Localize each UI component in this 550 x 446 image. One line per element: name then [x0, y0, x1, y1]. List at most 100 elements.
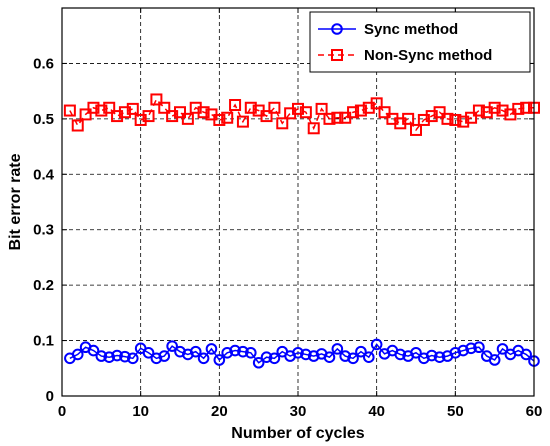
data-point-sync	[150, 352, 163, 365]
data-point-non-sync	[118, 106, 131, 119]
data-point-sync	[229, 344, 241, 357]
data-point-sync	[252, 356, 265, 369]
data-point-non-sync	[63, 104, 76, 117]
y-tick-label: 0.6	[33, 55, 54, 72]
data-point-sync	[237, 345, 249, 358]
data-point-non-sync	[87, 101, 100, 114]
data-point-non-sync	[425, 110, 438, 123]
x-tick-label: 50	[447, 403, 464, 420]
data-point-non-sync	[197, 106, 210, 119]
data-point-sync	[205, 343, 218, 355]
data-point-non-sync	[472, 104, 485, 117]
data-point-non-sync	[488, 101, 501, 114]
data-point-sync	[520, 348, 532, 361]
data-point-non-sync	[174, 106, 186, 119]
data-point-non-sync	[347, 106, 360, 119]
data-point-sync	[221, 346, 233, 359]
data-point-non-sync	[465, 111, 478, 124]
data-point-non-sync	[166, 110, 179, 123]
x-tick-label: 60	[526, 403, 543, 420]
data-point-sync	[292, 346, 304, 359]
data-point-sync	[339, 350, 352, 362]
data-point-non-sync	[323, 112, 336, 125]
x-tick-label: 10	[132, 403, 149, 420]
data-point-non-sync	[134, 113, 147, 126]
data-point-sync	[111, 349, 123, 362]
y-tick-label: 0	[46, 388, 54, 405]
data-point-sync	[347, 352, 359, 365]
data-point-non-sync	[496, 104, 509, 117]
data-point-sync	[260, 351, 273, 364]
data-point-non-sync	[457, 115, 470, 128]
series-layer	[63, 93, 540, 369]
data-point-non-sync	[276, 117, 289, 130]
data-point-sync	[410, 346, 422, 359]
series-sync	[64, 338, 540, 369]
data-point-non-sync	[103, 101, 116, 114]
x-tick-label: 0	[58, 403, 66, 420]
data-point-sync	[95, 350, 108, 362]
data-point-non-sync	[520, 101, 533, 114]
data-point-non-sync	[244, 101, 257, 114]
legend: Sync method Non-Sync method	[309, 11, 531, 73]
data-point-non-sync	[158, 101, 171, 114]
data-point-sync	[488, 354, 501, 366]
y-axis-title: Bit error rate	[7, 153, 24, 250]
data-point-sync	[166, 340, 178, 352]
series-non-sync	[63, 93, 540, 136]
data-point-non-sync	[299, 106, 312, 119]
data-point-non-sync	[126, 102, 139, 115]
data-point-non-sync	[111, 110, 124, 123]
data-point-sync	[300, 348, 312, 361]
data-point-sync	[245, 346, 257, 359]
x-axis-title: Number of cycles	[231, 425, 364, 442]
legend-label-non-sync: Non-Sync method	[364, 47, 492, 64]
data-point-sync	[71, 348, 84, 361]
data-point-non-sync	[71, 119, 84, 132]
data-point-sync	[394, 348, 407, 361]
data-point-sync	[449, 346, 462, 359]
data-point-non-sync	[213, 113, 226, 126]
data-point-non-sync	[260, 110, 273, 123]
data-point-non-sync	[449, 113, 462, 126]
data-point-sync	[363, 351, 375, 364]
legend-box	[309, 11, 531, 73]
data-point-non-sync	[181, 112, 194, 125]
x-tick-label: 30	[290, 403, 307, 420]
data-point-sync	[197, 352, 210, 365]
y-tick-label: 0.2	[33, 277, 54, 294]
data-point-non-sync	[354, 104, 367, 117]
x-tick-label: 40	[368, 403, 385, 420]
legend-label-sync: Sync method	[364, 21, 458, 38]
data-point-sync	[158, 350, 171, 362]
data-point-sync	[142, 346, 155, 359]
x-tick-label: 20	[211, 403, 228, 420]
data-point-non-sync	[370, 97, 383, 110]
data-point-sync	[189, 345, 202, 358]
data-point-sync	[127, 352, 139, 365]
data-point-sync	[425, 349, 438, 362]
data-point-sync	[370, 338, 383, 351]
y-tick-label: 0.5	[33, 111, 54, 128]
data-point-non-sync	[229, 99, 242, 111]
y-tick-label: 0.3	[33, 222, 54, 239]
y-tick-label: 0.1	[33, 333, 54, 350]
data-point-non-sync	[402, 112, 415, 125]
data-point-non-sync	[95, 104, 108, 117]
data-point-sync	[268, 352, 281, 365]
data-point-sync	[119, 350, 131, 363]
data-point-sync	[307, 350, 320, 362]
data-point-sync	[355, 345, 367, 358]
legend-marker-non-sync	[331, 49, 343, 61]
data-point-sync	[331, 343, 344, 355]
data-point-sync	[457, 344, 470, 357]
data-point-non-sync	[417, 113, 430, 126]
data-point-non-sync	[150, 93, 163, 106]
data-point-non-sync	[307, 122, 320, 135]
data-point-non-sync	[378, 106, 391, 119]
data-point-sync	[496, 343, 509, 355]
data-point-non-sync	[441, 112, 454, 125]
y-tick-label: 0.4	[33, 166, 55, 183]
